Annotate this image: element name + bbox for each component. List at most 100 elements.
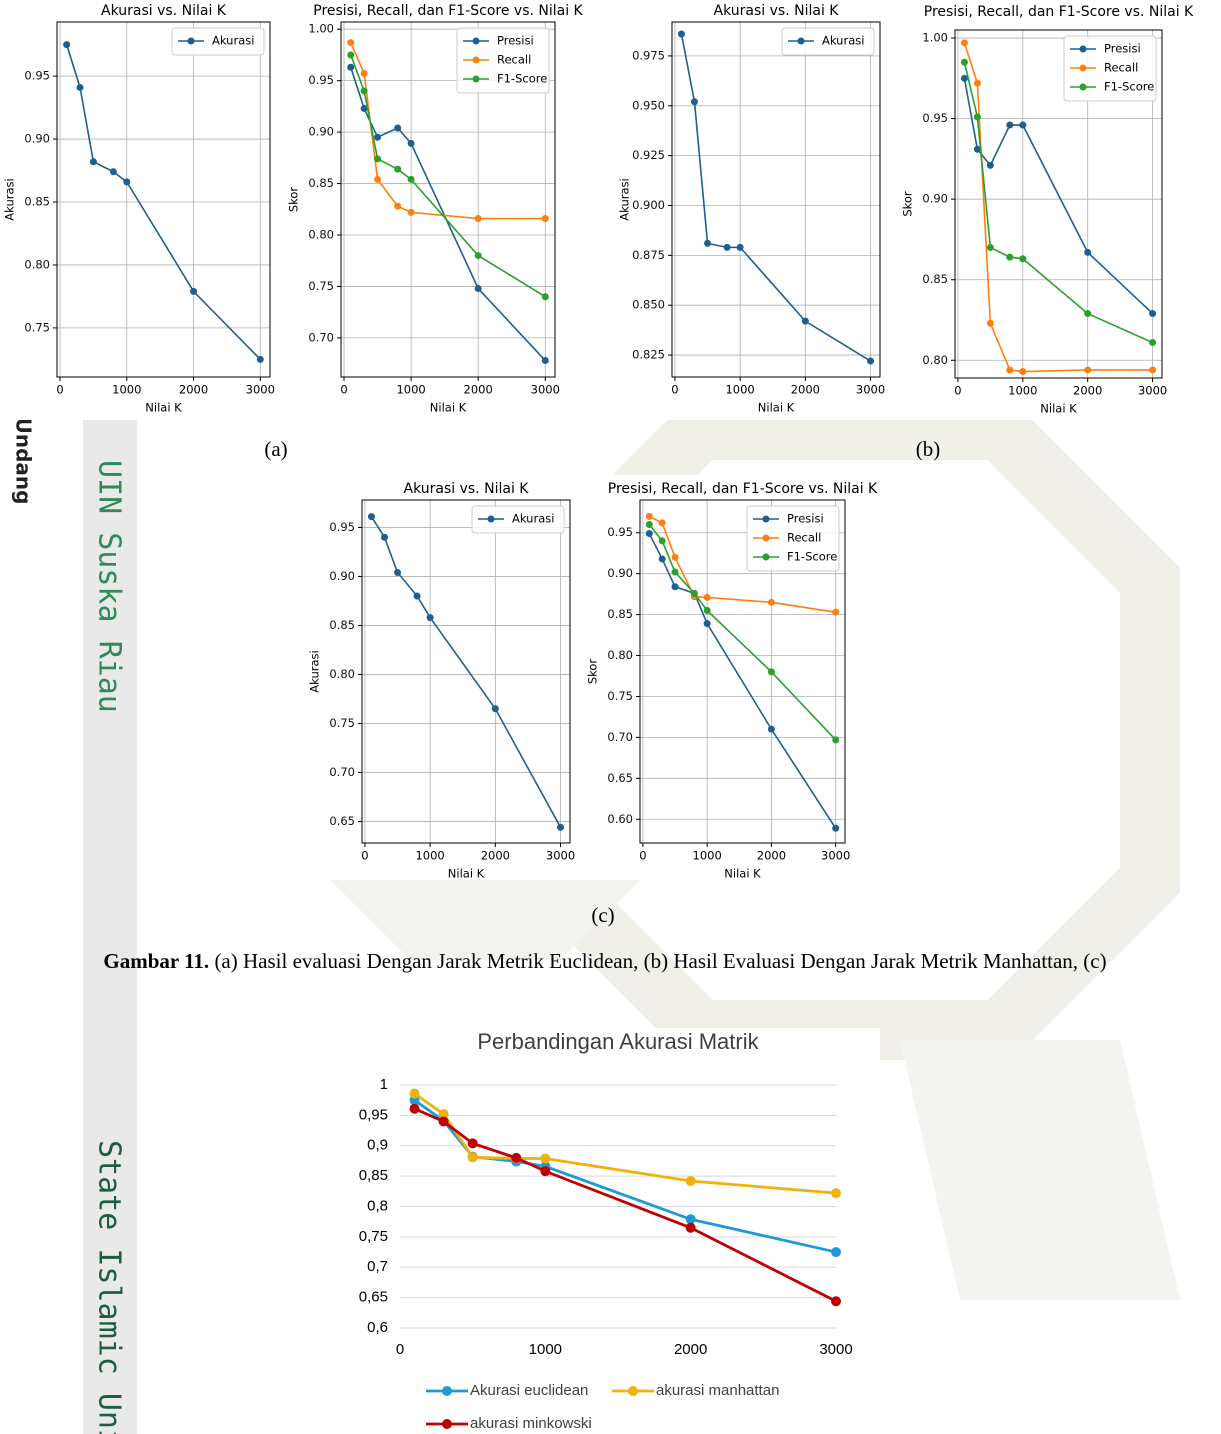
watermark-state: State Islamic Uni	[92, 1140, 127, 1434]
y-tick-label: 0.65	[329, 814, 355, 828]
x-tick-label: 0	[361, 849, 368, 863]
y-tick-label: 0,6	[367, 1319, 388, 1336]
x-tick-label: 0	[396, 1341, 404, 1358]
y-tick-label: 0.825	[632, 348, 665, 362]
panel-label: (b)	[916, 437, 941, 461]
data-point	[414, 593, 421, 600]
data-point	[831, 1296, 841, 1306]
data-point	[646, 521, 653, 528]
y-tick-label: 0.925	[632, 148, 665, 162]
data-point	[704, 620, 711, 627]
data-point	[1149, 366, 1156, 373]
y-tick-label: 0.80	[24, 257, 50, 271]
data-point	[557, 824, 564, 831]
x-tick-label: 2000	[464, 383, 493, 397]
legend-label: Presisi	[497, 34, 534, 48]
data-point	[1019, 368, 1026, 375]
x-tick-label: 1000	[725, 383, 754, 397]
y-tick-label: 0,9	[367, 1137, 388, 1154]
data-point	[704, 594, 711, 601]
y-tick-label: 0.950	[632, 98, 665, 112]
data-point	[646, 513, 653, 520]
legend-marker	[763, 516, 770, 523]
y-tick-label: 0.75	[329, 716, 355, 730]
data-point	[492, 705, 499, 712]
y-tick-label: 0.975	[632, 48, 665, 62]
y-tick-label: 0.850	[632, 298, 665, 312]
legend-marker	[473, 38, 480, 45]
y-tick-label: 0.70	[329, 765, 355, 779]
data-point	[77, 84, 84, 91]
data-point	[672, 569, 679, 576]
data-point	[768, 726, 775, 733]
y-tick-label: 0.85	[24, 195, 50, 209]
page: UIN Suska Riau State Islamic Uni .Undang…	[0, 0, 1221, 1434]
data-point	[347, 64, 354, 71]
x-tick-label: 3000	[821, 849, 850, 863]
x-tick-label: 0	[56, 383, 63, 397]
legend-marker	[763, 554, 770, 561]
data-point	[408, 209, 415, 216]
data-point	[974, 114, 981, 121]
y-axis-label: Skor	[586, 659, 600, 685]
y-tick-label: 0.90	[607, 566, 633, 580]
x-tick-label: 3000	[1138, 384, 1167, 398]
x-tick-label: 1000	[1008, 384, 1037, 398]
watermark-shape	[900, 1040, 1180, 1300]
data-point	[63, 41, 70, 48]
data-point	[468, 1152, 478, 1162]
data-point	[832, 736, 839, 743]
x-tick-label: 1000	[415, 849, 444, 863]
legend-label: Recall	[1104, 61, 1138, 75]
x-tick-label: 0	[639, 849, 646, 863]
data-point	[475, 215, 482, 222]
x-tick-label: 3000	[856, 383, 885, 397]
legend-marker	[1080, 65, 1087, 72]
data-point	[686, 1214, 696, 1224]
data-point	[394, 569, 401, 576]
data-point	[1006, 122, 1013, 129]
data-point	[1006, 254, 1013, 261]
data-point	[361, 70, 368, 77]
x-axis-label: Nilai K	[145, 401, 182, 415]
legend-label: F1-Score	[787, 550, 837, 564]
data-point	[961, 59, 968, 66]
y-tick-label: 0,75	[359, 1228, 388, 1245]
x-tick-label: 2000	[757, 849, 786, 863]
data-point	[802, 318, 809, 325]
y-tick-label: 0.85	[329, 618, 355, 632]
legend-marker	[798, 38, 805, 45]
data-point	[646, 530, 653, 537]
data-point	[831, 1188, 841, 1198]
data-point	[768, 599, 775, 606]
data-point	[475, 285, 482, 292]
y-tick-label: 0,8	[367, 1197, 388, 1214]
x-axis-label: Nilai K	[1040, 402, 1077, 416]
data-point	[704, 607, 711, 614]
y-tick-label: 0.85	[607, 607, 633, 621]
legend-label: Akurasi	[822, 34, 864, 48]
chart-title: Akurasi vs. Nilai K	[714, 3, 840, 19]
caption-text: (a) Hasil evaluasi Dengan Jarak Metrik E…	[214, 949, 1106, 973]
data-point	[974, 80, 981, 87]
y-tick-label: 0.65	[607, 771, 633, 785]
y-tick-label: 0.80	[607, 648, 633, 662]
x-axis-label: Nilai K	[758, 401, 795, 415]
x-tick-label: 2000	[674, 1341, 707, 1358]
legend-label: akurasi minkowski	[470, 1415, 592, 1432]
chart-title: Akurasi vs. Nilai K	[101, 3, 227, 19]
x-axis-label: Nilai K	[724, 867, 761, 881]
legend-label: F1-Score	[497, 72, 547, 86]
data-point	[468, 1138, 478, 1148]
data-point	[987, 320, 994, 327]
data-point	[1149, 310, 1156, 317]
x-tick-label: 2000	[179, 383, 208, 397]
chart-title: Akurasi vs. Nilai K	[404, 481, 530, 497]
watermark-uin: UIN Suska Riau	[92, 460, 127, 713]
data-point	[1084, 310, 1091, 317]
data-point	[110, 168, 117, 175]
y-tick-label: 0,85	[359, 1167, 388, 1184]
data-point	[368, 513, 375, 520]
y-tick-label: 0.80	[308, 228, 334, 242]
y-tick-label: 1.00	[922, 31, 948, 45]
